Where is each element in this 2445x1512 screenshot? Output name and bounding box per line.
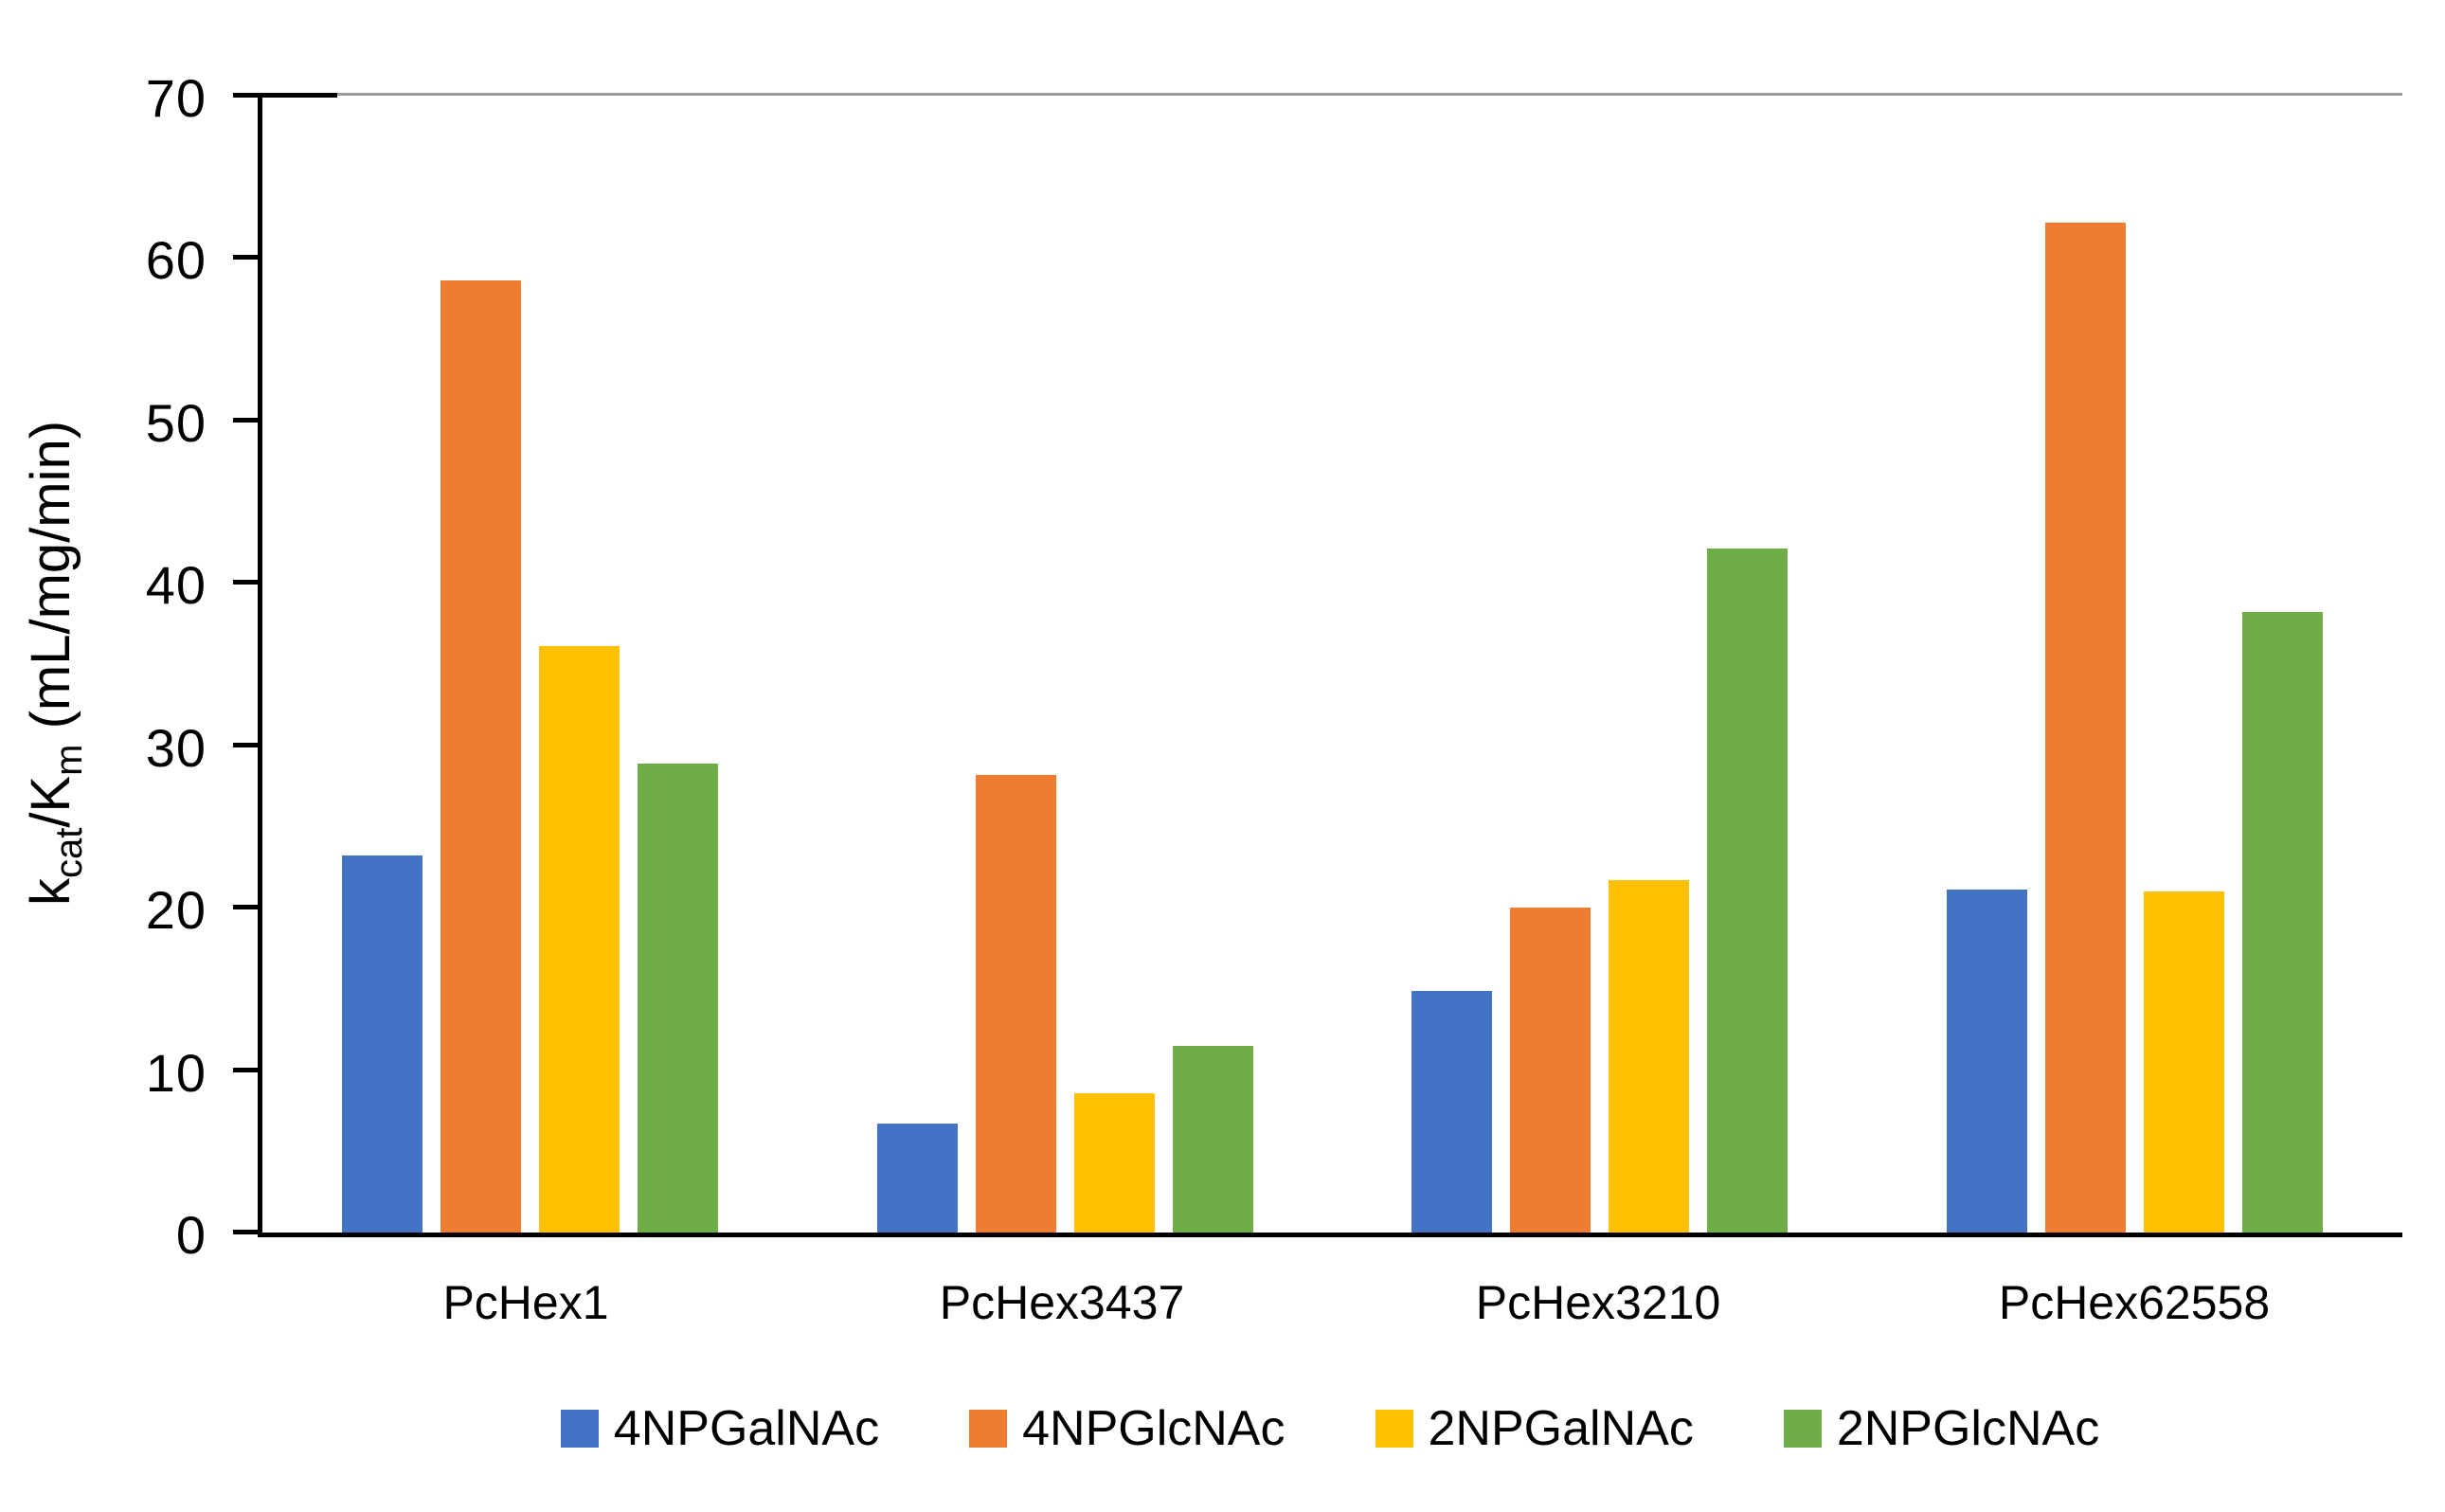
bar-4NPGalNAc-PcHex3210	[1411, 990, 1493, 1233]
y-tick-label: 50	[145, 392, 207, 453]
bar-2NPGalNAc-PcHex3437	[1073, 1092, 1155, 1233]
category-label-PcHex3437: PcHex3437	[939, 1276, 1185, 1329]
bar-4NPGalNAc-PcHex1	[341, 855, 422, 1233]
legend-item-4NPGalNAc: 4NPGalNAc	[560, 1400, 880, 1457]
legend-item-2NPGalNAc: 2NPGalNAc	[1375, 1400, 1694, 1457]
bar-2NPGalNAc-PcHex62558	[2144, 891, 2225, 1233]
bar-group-PcHex62558	[1867, 96, 2402, 1233]
legend-swatch-2NPGlcNAc	[1783, 1410, 1822, 1448]
bar-2NPGlcNAc-PcHex1	[637, 763, 718, 1233]
bar-4NPGalNAc-PcHex62558	[1947, 890, 2028, 1233]
y-tick	[233, 742, 262, 747]
y-tick-label: 40	[145, 555, 207, 616]
y-tick-label: 30	[145, 717, 207, 778]
category-label-PcHex1: PcHex1	[442, 1276, 609, 1329]
bar-2NPGlcNAc-PcHex62558	[2242, 612, 2324, 1233]
legend: 4NPGalNAc 4NPGlcNAc 2NPGalNAc 2NPGlcNAc	[258, 1400, 2402, 1457]
y-tick	[233, 580, 262, 585]
y-tick-label: 20	[145, 880, 207, 941]
y-tick	[233, 93, 337, 98]
bar-4NPGalNAc-PcHex3437	[876, 1124, 958, 1233]
bar-2NPGlcNAc-PcHex3210	[1707, 549, 1789, 1233]
bar-group-PcHex3210	[1333, 96, 1868, 1233]
legend-label-2NPGlcNAc: 2NPGlcNAc	[1836, 1401, 2100, 1456]
bar-4NPGlcNAc-PcHex62558	[2045, 222, 2127, 1233]
bar-2NPGalNAc-PcHex1	[538, 646, 620, 1233]
y-tick-label: 10	[145, 1042, 207, 1103]
legend-swatch-4NPGalNAc	[560, 1410, 599, 1448]
legend-swatch-4NPGlcNAc	[969, 1410, 1008, 1448]
bar-2NPGlcNAc-PcHex3437	[1172, 1045, 1253, 1233]
category-label-PcHex62558: PcHex62558	[1998, 1276, 2271, 1329]
y-tick	[233, 255, 262, 261]
bar-group-PcHex1	[262, 96, 798, 1233]
y-tick-label: 0	[175, 1205, 207, 1265]
legend-label-2NPGalNAc: 2NPGalNAc	[1428, 1401, 1694, 1456]
legend-swatch-2NPGalNAc	[1375, 1410, 1413, 1448]
bar-4NPGlcNAc-PcHex3437	[975, 774, 1056, 1233]
bar-groups	[262, 96, 2402, 1233]
bar-4NPGlcNAc-PcHex3210	[1510, 908, 1591, 1233]
y-tick	[233, 1230, 262, 1234]
legend-item-4NPGlcNAc: 4NPGlcNAc	[969, 1400, 1285, 1457]
legend-label-4NPGalNAc: 4NPGalNAc	[613, 1401, 880, 1456]
y-tick	[233, 1067, 262, 1072]
x-axis-category-labels: PcHex1 PcHex3437 PcHex3210 PcHex62558	[258, 1275, 2402, 1330]
legend-label-4NPGlcNAc: 4NPGlcNAc	[1022, 1401, 1285, 1456]
category-label-PcHex3210: PcHex3210	[1475, 1276, 1721, 1329]
y-axis-tick-labels: 0 10 20 30 40 50 60 70	[0, 70, 227, 1264]
legend-item-2NPGlcNAc: 2NPGlcNAc	[1783, 1400, 2100, 1457]
y-tick-label: 60	[145, 230, 207, 291]
bar-group-PcHex3437	[798, 96, 1333, 1233]
bar-4NPGlcNAc-PcHex1	[440, 280, 521, 1233]
plot-area	[233, 93, 2402, 1237]
y-tick	[233, 417, 262, 423]
y-tick-label: 70	[145, 68, 207, 128]
bar-2NPGalNAc-PcHex3210	[1609, 880, 1690, 1233]
y-tick	[233, 905, 262, 910]
